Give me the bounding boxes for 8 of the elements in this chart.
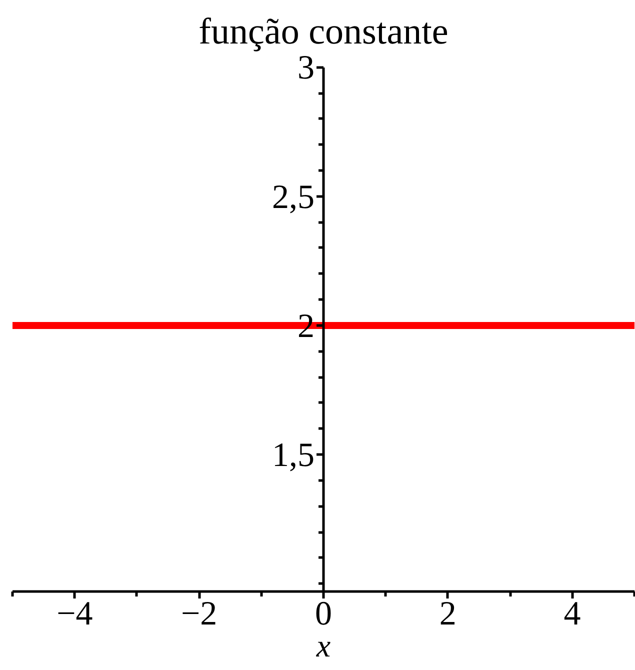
chart-title: função constante — [198, 12, 448, 52]
y-tick-label: 2,5 — [272, 178, 314, 216]
x-tick-label: 4 — [564, 596, 581, 632]
x-tick-label: 2 — [439, 596, 456, 632]
x-tick-label: −2 — [181, 596, 218, 632]
x-tick-label: −4 — [56, 596, 93, 632]
y-tick-label: 3 — [298, 50, 314, 87]
y-tick-label: 1,5 — [272, 437, 314, 474]
